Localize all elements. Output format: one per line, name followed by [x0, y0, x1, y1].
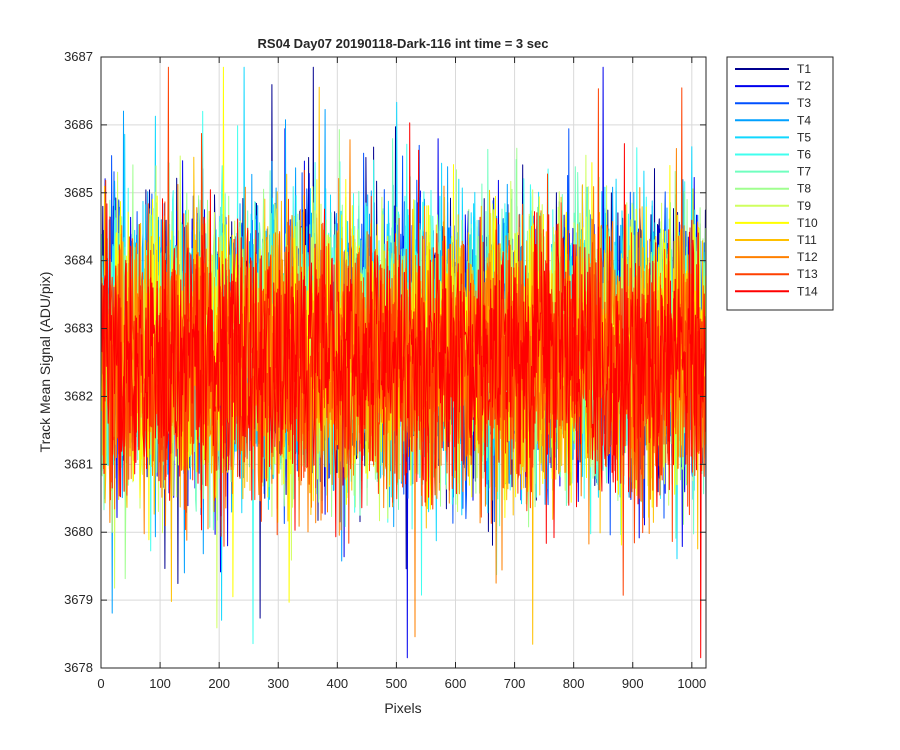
plot-area — [100, 66, 707, 659]
x-tick-label: 0 — [97, 676, 104, 691]
legend-label: T3 — [797, 96, 811, 110]
x-tick-label: 1000 — [677, 676, 706, 691]
plot-frame — [100, 56, 707, 669]
legend-label: T1 — [797, 62, 811, 76]
x-tick-label: 100 — [149, 676, 171, 691]
y-tick-label: 3680 — [64, 524, 93, 539]
legend-label: T6 — [797, 148, 811, 162]
x-tick-label: 500 — [386, 676, 408, 691]
axis-ticks: 0 100 200 300 400 500 600 700 800 900 1000 3678 3679… — [64, 49, 706, 691]
legend-label: T13 — [797, 267, 818, 281]
legend-label: T8 — [797, 182, 811, 196]
x-tick-label: 200 — [208, 676, 230, 691]
chart-title: RS04 Day07 20190118-Dark-116 int time = … — [258, 36, 549, 51]
y-tick-label: 3681 — [64, 456, 93, 471]
legend-box — [726, 56, 834, 311]
series-line-t14 — [100, 122, 707, 659]
legend: T1 T2 T3 T4 T5 T6 T7 T8 T9 T10 T11 T12 T13 T14 — [726, 56, 834, 311]
y-tick-label: 3687 — [64, 49, 93, 64]
legend-label: T9 — [797, 199, 811, 213]
x-tick-label: 400 — [326, 676, 348, 691]
legend-label: T7 — [797, 165, 811, 179]
legend-label: T10 — [797, 216, 818, 230]
y-axis-label: Track Mean Signal (ADU/pix) — [37, 272, 53, 453]
legend-label: T14 — [797, 284, 818, 298]
y-tick-label: 3678 — [64, 660, 93, 675]
legend-label: T5 — [797, 130, 811, 144]
legend-label: T12 — [797, 250, 818, 264]
x-tick-label: 700 — [504, 676, 526, 691]
x-tick-label: 300 — [267, 676, 289, 691]
legend-label: T2 — [797, 79, 811, 93]
legend-label: T4 — [797, 113, 811, 127]
y-tick-label: 3683 — [64, 321, 93, 336]
y-tick-label: 3685 — [64, 185, 93, 200]
legend-label: T11 — [797, 233, 817, 247]
y-tick-label: 3679 — [64, 592, 93, 607]
x-tick-label: 900 — [622, 676, 644, 691]
y-tick-label: 3686 — [64, 117, 93, 132]
y-tick-label: 3684 — [64, 253, 93, 268]
x-tick-label: 600 — [445, 676, 467, 691]
x-axis-label: Pixels — [384, 700, 421, 716]
x-tick-label: 800 — [563, 676, 585, 691]
y-tick-label: 3682 — [64, 388, 93, 403]
